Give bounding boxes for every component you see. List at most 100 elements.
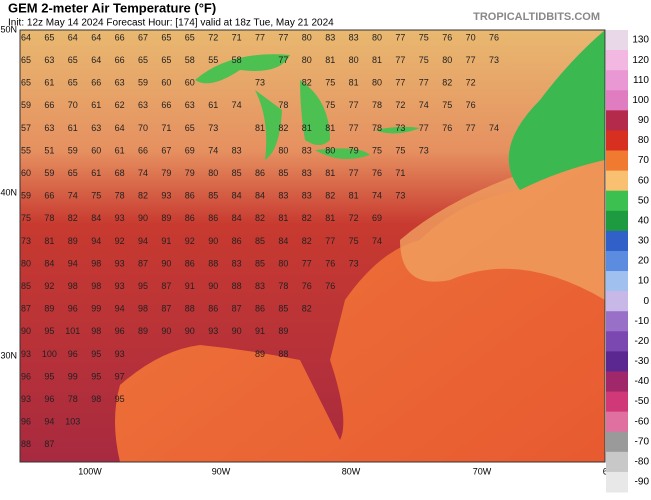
temperature-label: 63 (44, 55, 54, 65)
temperature-label: 76 (466, 100, 476, 110)
temperature-label: 58 (185, 55, 195, 65)
temperature-label: 80 (302, 55, 312, 65)
temperature-label: 82 (278, 123, 288, 133)
temperature-label: 75 (91, 191, 101, 201)
colorbar-band (606, 271, 628, 292)
temperature-label: 96 (44, 394, 54, 404)
temperature-label: 96 (115, 326, 125, 336)
temperature-label: 77 (419, 123, 429, 133)
colorbar-label: -80 (635, 457, 650, 468)
temperature-label: 74 (489, 123, 499, 133)
temperature-label: 97 (115, 371, 125, 381)
temperature-label: 65 (21, 55, 31, 65)
temperature-label: 84 (44, 258, 54, 268)
temperature-label: 96 (21, 417, 31, 427)
temperature-label: 75 (419, 32, 429, 42)
temperature-label: 75 (349, 236, 359, 246)
temperature-label: 94 (91, 236, 101, 246)
colorbar-label: 40 (638, 215, 650, 226)
map-frame (19, 29, 606, 463)
lat-label: 50N (0, 24, 17, 34)
temperature-label: 90 (208, 236, 218, 246)
temperature-label: 77 (349, 168, 359, 178)
temperature-label: 81 (278, 213, 288, 223)
temperature-label: 93 (208, 326, 218, 336)
temperature-label: 66 (115, 55, 125, 65)
temperature-label: 93 (21, 394, 31, 404)
temperature-label: 75 (325, 78, 335, 88)
temperature-label: 89 (44, 304, 54, 314)
temperature-label: 99 (91, 304, 101, 314)
temperature-label: 82 (302, 304, 312, 314)
colorbar-band (606, 451, 628, 473)
lat-label: 30N (0, 350, 17, 360)
temperature-label: 67 (138, 32, 148, 42)
colorbar-label: -40 (635, 376, 650, 387)
temperature-label: 85 (278, 304, 288, 314)
temperature-label: 70 (138, 123, 148, 133)
temperature-label: 75 (325, 100, 335, 110)
temperature-label: 65 (185, 123, 195, 133)
temperature-label: 89 (161, 213, 171, 223)
temperature-label: 72 (208, 32, 218, 42)
map (19, 29, 606, 463)
temperature-label: 66 (44, 191, 54, 201)
temperature-label: 86 (185, 191, 195, 201)
temperature-label: 96 (21, 371, 31, 381)
temperature-label: 90 (232, 326, 242, 336)
cool-sea (508, 30, 605, 190)
temperature-label: 87 (44, 439, 54, 449)
temperature-label: 61 (91, 100, 101, 110)
temperature-label: 61 (44, 78, 54, 88)
temperature-label: 82 (68, 213, 78, 223)
temperature-label: 79 (185, 168, 195, 178)
watermark: TROPICALTIDBITS.COM (473, 11, 600, 23)
temperature-label: 73 (21, 236, 31, 246)
temperature-label: 77 (419, 78, 429, 88)
temperature-label: 76 (325, 281, 335, 291)
colorbar-label: 100 (632, 95, 649, 106)
temperature-label: 98 (91, 281, 101, 291)
temperature-label: 80 (349, 55, 359, 65)
temperature-label: 92 (185, 236, 195, 246)
temperature-label: 65 (161, 55, 171, 65)
temperature-label: 94 (115, 304, 125, 314)
temperature-label: 75 (21, 213, 31, 223)
temperature-label: 76 (442, 123, 452, 133)
temperature-label: 64 (91, 55, 101, 65)
lon-label: 100W (78, 466, 102, 476)
temperature-label: 60 (185, 78, 195, 88)
temperature-label: 69 (372, 213, 382, 223)
temperature-label: 71 (161, 123, 171, 133)
temperature-label: 90 (185, 326, 195, 336)
temperature-label: 77 (255, 32, 265, 42)
temperature-label: 81 (255, 123, 265, 133)
temperature-label: 82 (302, 213, 312, 223)
temperature-label: 64 (21, 32, 31, 42)
colorbar-label: -30 (635, 356, 650, 367)
temperature-label: 81 (349, 191, 359, 201)
great-lakes (195, 54, 420, 160)
temperature-label: 71 (395, 168, 405, 178)
temperature-label: 65 (21, 78, 31, 88)
temperature-label: 72 (349, 213, 359, 223)
temperature-label: 73 (208, 123, 218, 133)
temperature-label: 87 (21, 304, 31, 314)
colorbar-label: -20 (635, 336, 650, 347)
colorbar-band (606, 50, 628, 71)
colorbar-band (606, 250, 628, 272)
temperature-label: 59 (44, 168, 54, 178)
lon-label: 70W (473, 466, 492, 476)
temperature-label: 77 (278, 55, 288, 65)
temperature-label: 72 (466, 78, 476, 88)
temperature-label: 61 (208, 100, 218, 110)
temperature-label: 81 (302, 123, 312, 133)
temperature-label: 82 (325, 191, 335, 201)
colorbar-band (606, 70, 628, 91)
temperature-label: 60 (91, 145, 101, 155)
temperature-label: 80 (372, 78, 382, 88)
temperature-label: 66 (138, 145, 148, 155)
temperature-label: 59 (21, 191, 31, 201)
colorbar-band (606, 150, 628, 172)
temperature-label: 93 (115, 281, 125, 291)
